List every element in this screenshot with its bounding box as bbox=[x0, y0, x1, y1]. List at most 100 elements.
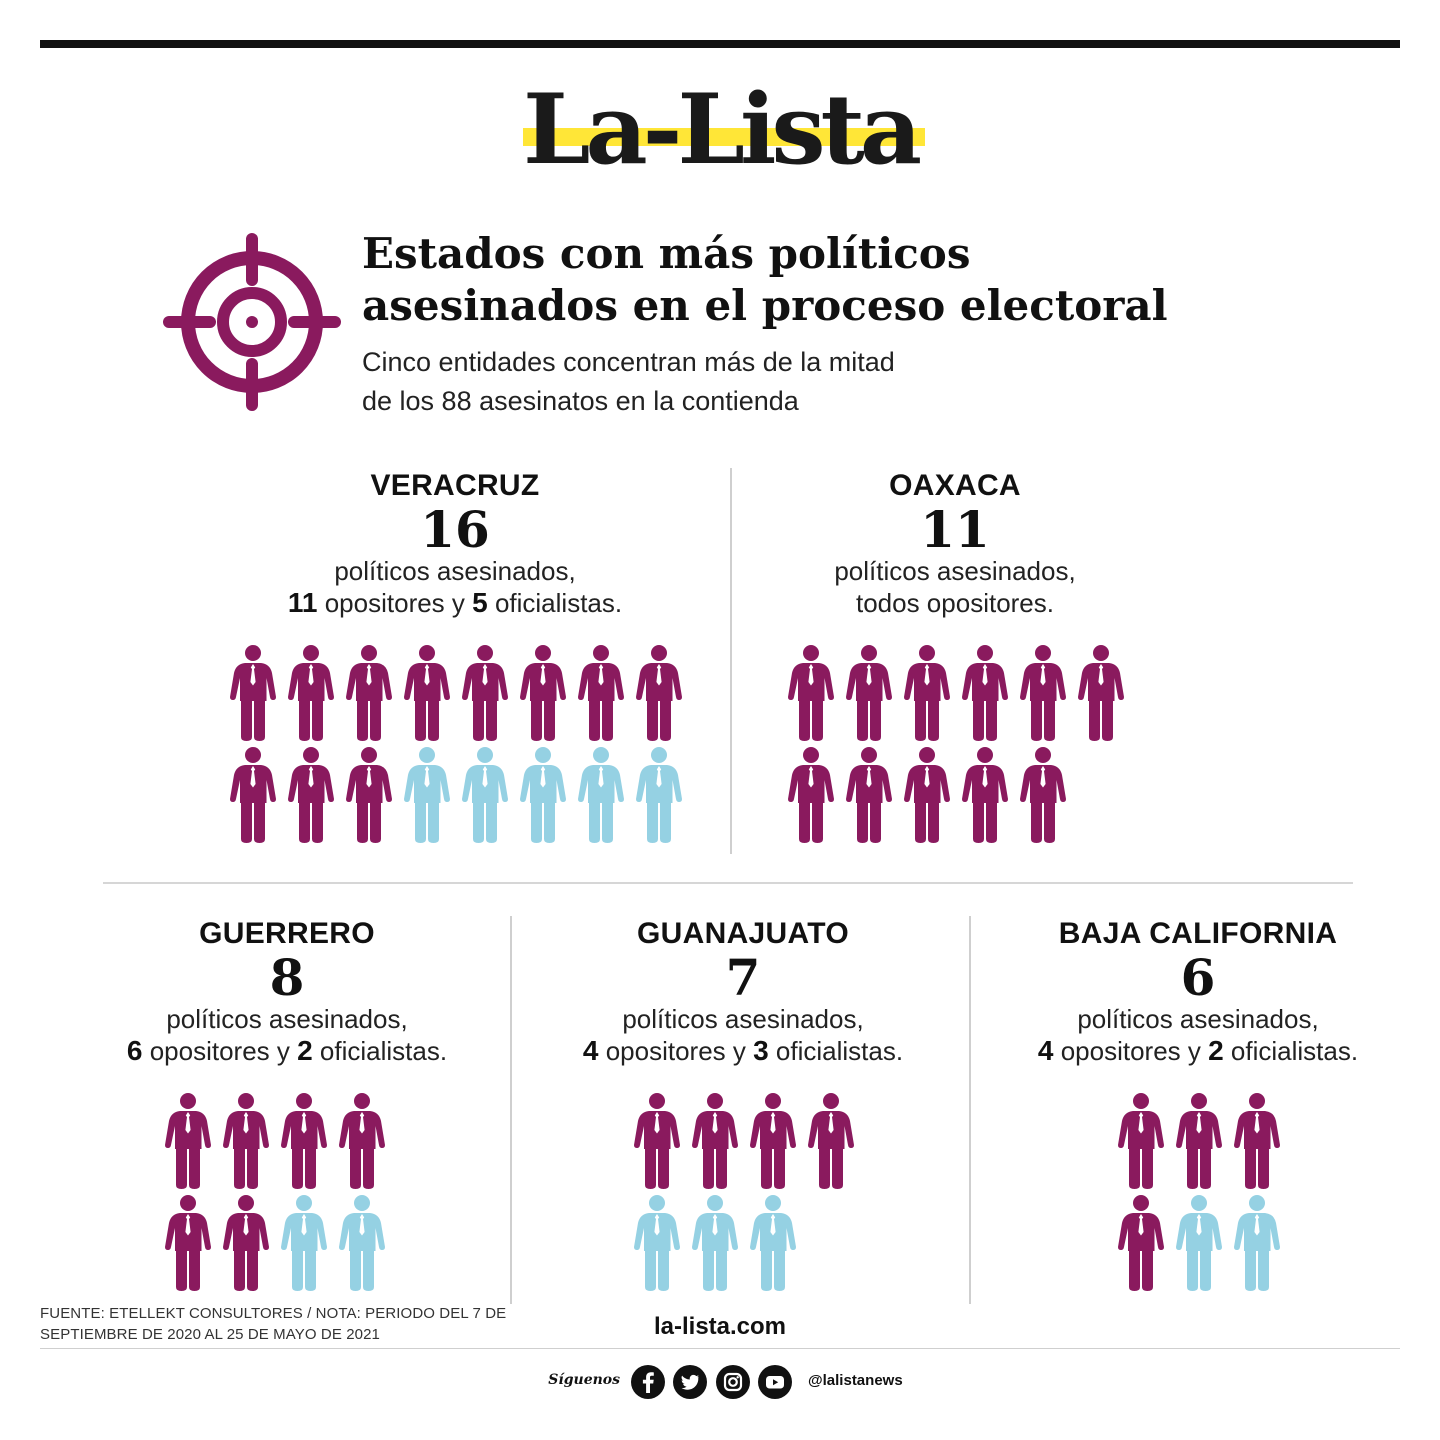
state-description: políticos asesinados, bbox=[622, 1004, 864, 1034]
opositor-person-icon bbox=[346, 747, 392, 843]
opositor-person-icon bbox=[1020, 645, 1066, 741]
breakdown-text-1: opositores y bbox=[317, 588, 473, 618]
state-breakdown: 11 opositores y 5 oficialistas. bbox=[195, 587, 715, 618]
oficialista-person-icon bbox=[1176, 1195, 1222, 1291]
horizontal-divider bbox=[103, 882, 1353, 884]
opositor-person-icon bbox=[846, 645, 892, 741]
state-panel-baja-california: BAJA CALIFORNIA 6 políticos asesinados, … bbox=[938, 916, 1440, 1066]
opositor-person-icon bbox=[636, 645, 682, 741]
opositor-person-icon bbox=[288, 747, 334, 843]
opositor-person-icon bbox=[1234, 1093, 1280, 1189]
opositor-person-icon bbox=[346, 645, 392, 741]
state-description: políticos asesinados, bbox=[166, 1004, 408, 1034]
opositor-person-icon bbox=[962, 645, 1008, 741]
state-total: 8 bbox=[269, 948, 305, 1007]
opositor-person-icon bbox=[1176, 1093, 1222, 1189]
la-lista-logo: La-Lista bbox=[0, 80, 1440, 180]
breakdown-text-2: oficialistas. bbox=[768, 1036, 904, 1066]
opositor-person-icon bbox=[1020, 747, 1066, 843]
logo-highlight-bar bbox=[522, 128, 926, 146]
oficialistas-count: 2 bbox=[1208, 1035, 1224, 1066]
state-name: VERACRUZ bbox=[370, 469, 540, 502]
state-panel-veracruz: VERACRUZ 16 políticos asesinados, 11 opo… bbox=[195, 468, 715, 618]
breakdown-text-2: oficialistas. bbox=[312, 1036, 448, 1066]
opositor-person-icon bbox=[962, 747, 1008, 843]
youtube-icon[interactable] bbox=[758, 1365, 792, 1399]
opositor-person-icon bbox=[404, 645, 450, 741]
opositor-person-icon bbox=[520, 645, 566, 741]
vertical-divider bbox=[969, 916, 971, 1304]
vertical-divider bbox=[730, 468, 732, 854]
breakdown-text-1: todos opositores. bbox=[855, 588, 1054, 618]
opositor-person-icon bbox=[808, 1093, 854, 1189]
state-name: OAXACA bbox=[889, 469, 1021, 502]
state-description: políticos asesinados, bbox=[1077, 1004, 1319, 1034]
state-panel-guerrero: GUERRERO 8 políticos asesinados, 6 oposi… bbox=[27, 916, 547, 1066]
opositor-person-icon bbox=[904, 747, 950, 843]
oficialista-person-icon bbox=[634, 1195, 680, 1291]
opositor-person-icon bbox=[692, 1093, 738, 1189]
oficialistas-count: 3 bbox=[753, 1035, 769, 1066]
opositor-person-icon bbox=[634, 1093, 680, 1189]
state-total: 7 bbox=[725, 948, 761, 1007]
oficialista-person-icon bbox=[404, 747, 450, 843]
opositor-person-icon bbox=[1078, 645, 1124, 741]
state-breakdown: todos opositores. bbox=[695, 587, 1215, 618]
opositor-person-icon bbox=[230, 645, 276, 741]
social-handle[interactable]: @lalistanews bbox=[808, 1372, 903, 1389]
oficialista-person-icon bbox=[462, 747, 508, 843]
opositor-person-icon bbox=[788, 645, 834, 741]
state-name: BAJA CALIFORNIA bbox=[1058, 917, 1338, 950]
opositor-person-icon bbox=[750, 1093, 796, 1189]
top-rule bbox=[40, 40, 1400, 48]
opositor-person-icon bbox=[281, 1093, 327, 1189]
facebook-icon[interactable] bbox=[631, 1365, 665, 1399]
opositor-person-icon bbox=[223, 1195, 269, 1291]
state-total: 11 bbox=[920, 500, 990, 559]
opositores-count: 11 bbox=[287, 587, 318, 618]
oficialista-person-icon bbox=[578, 747, 624, 843]
logo-text: La-Lista bbox=[522, 73, 922, 186]
page-title: Estados con más políticos asesinados en … bbox=[362, 228, 1402, 332]
breakdown-text-1: opositores y bbox=[598, 1036, 754, 1066]
page-subtitle: Cinco entidades concentran más de la mit… bbox=[362, 343, 1122, 421]
breakdown-text-2: oficialistas. bbox=[1223, 1036, 1359, 1066]
vertical-divider bbox=[510, 916, 512, 1304]
opositor-person-icon bbox=[288, 645, 334, 741]
title-line: asesinados en el proceso electoral bbox=[362, 281, 1168, 330]
state-breakdown: 6 opositores y 2 oficialistas. bbox=[27, 1035, 547, 1066]
state-breakdown: 4 opositores y 3 oficialistas. bbox=[483, 1035, 1003, 1066]
state-panel-guanajuato: GUANAJUATO 7 políticos asesinados, 4 opo… bbox=[483, 916, 1003, 1066]
state-panel-oaxaca: OAXACA 11 políticos asesinados, todos op… bbox=[695, 468, 1215, 618]
oficialista-person-icon bbox=[1234, 1195, 1280, 1291]
opositor-person-icon bbox=[223, 1093, 269, 1189]
opositor-person-icon bbox=[165, 1195, 211, 1291]
oficialista-person-icon bbox=[636, 747, 682, 843]
opositor-person-icon bbox=[1118, 1195, 1164, 1291]
instagram-icon[interactable] bbox=[716, 1365, 750, 1399]
opositor-person-icon bbox=[339, 1093, 385, 1189]
state-description: políticos asesinados, bbox=[334, 556, 576, 586]
opositor-person-icon bbox=[1118, 1093, 1164, 1189]
subtitle-line: de los 88 asesinatos en la contienda bbox=[362, 386, 799, 416]
breakdown-text-2: oficialistas. bbox=[487, 588, 623, 618]
opositor-person-icon bbox=[165, 1093, 211, 1189]
opositores-count: 6 bbox=[126, 1035, 143, 1066]
twitter-icon[interactable] bbox=[673, 1365, 707, 1399]
oficialista-person-icon bbox=[750, 1195, 796, 1291]
breakdown-text-1: opositores y bbox=[1053, 1036, 1209, 1066]
opositor-person-icon bbox=[578, 645, 624, 741]
oficialistas-count: 2 bbox=[297, 1035, 313, 1066]
oficialista-person-icon bbox=[520, 747, 566, 843]
footer-divider bbox=[40, 1348, 1400, 1349]
title-line: Estados con más políticos bbox=[362, 229, 971, 278]
oficialista-person-icon bbox=[281, 1195, 327, 1291]
state-name: GUERRERO bbox=[199, 917, 375, 950]
opositores-count: 4 bbox=[582, 1035, 599, 1066]
subtitle-line: Cinco entidades concentran más de la mit… bbox=[362, 347, 895, 377]
breakdown-text-1: opositores y bbox=[142, 1036, 298, 1066]
state-total: 6 bbox=[1180, 948, 1216, 1007]
site-link[interactable]: la-lista.com bbox=[653, 1313, 787, 1340]
follow-label: Síguenos bbox=[548, 1372, 620, 1388]
opositor-person-icon bbox=[904, 645, 950, 741]
